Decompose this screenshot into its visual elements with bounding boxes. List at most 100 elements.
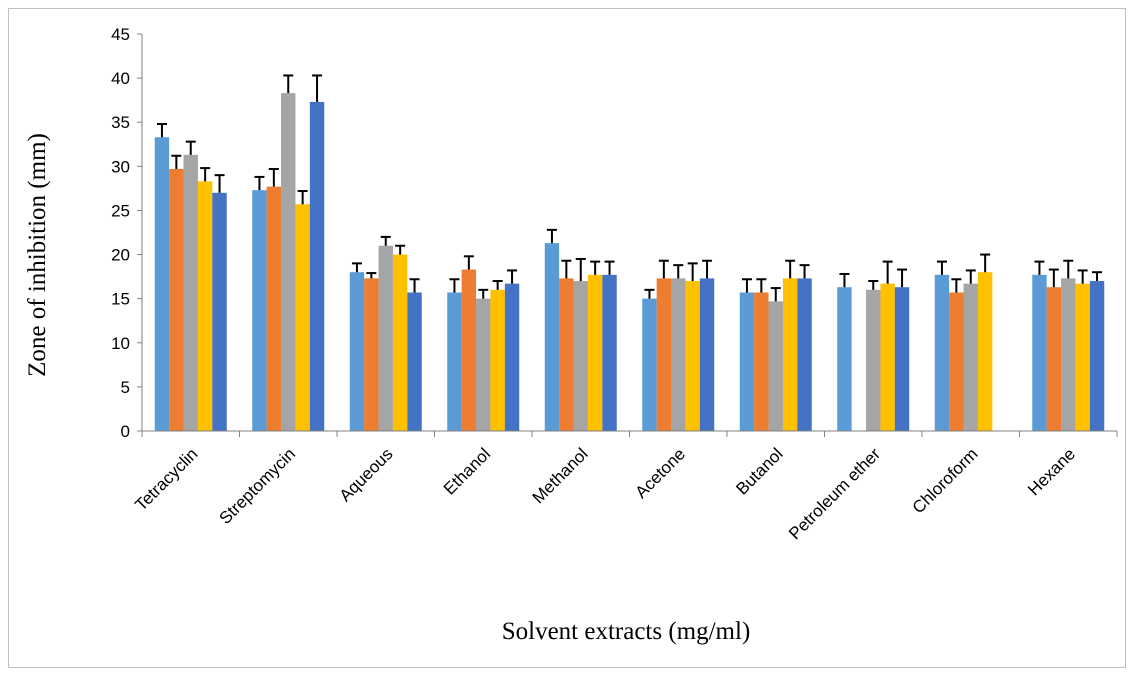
bar bbox=[476, 299, 490, 431]
bar bbox=[169, 169, 183, 431]
error-bar bbox=[186, 142, 196, 155]
bar bbox=[559, 278, 573, 431]
error-bar bbox=[937, 262, 947, 275]
x-category-label: Butanol bbox=[732, 444, 786, 498]
y-tick-label: 30 bbox=[111, 157, 130, 176]
bar bbox=[769, 301, 783, 431]
bar bbox=[783, 278, 797, 431]
error-bar bbox=[449, 279, 459, 292]
bar bbox=[754, 292, 768, 431]
y-tick-label: 0 bbox=[121, 422, 130, 441]
bar bbox=[1047, 287, 1061, 431]
bar bbox=[935, 275, 949, 431]
error-bar bbox=[966, 270, 976, 283]
bar bbox=[379, 246, 393, 431]
error-bar bbox=[1092, 272, 1102, 281]
x-category-label: Ethanol bbox=[440, 444, 494, 498]
error-bar bbox=[507, 270, 517, 283]
error-bar bbox=[883, 262, 893, 284]
error-bar bbox=[254, 177, 264, 190]
bar bbox=[574, 281, 588, 431]
bar bbox=[1032, 275, 1046, 431]
x-category-label: Streptomycin bbox=[215, 444, 299, 528]
error-bar bbox=[839, 274, 849, 287]
error-bar bbox=[1078, 270, 1088, 283]
y-tick-label: 5 bbox=[121, 378, 130, 397]
error-bar bbox=[312, 75, 322, 101]
x-category-label: Petroleum ether bbox=[785, 444, 884, 543]
error-bar bbox=[464, 256, 474, 269]
error-bar bbox=[951, 279, 961, 292]
bar bbox=[350, 272, 364, 431]
error-bar bbox=[688, 263, 698, 281]
y-tick-label: 25 bbox=[111, 201, 130, 220]
error-bar bbox=[576, 259, 586, 281]
error-bar bbox=[269, 169, 279, 187]
bar bbox=[505, 284, 519, 431]
bar bbox=[407, 292, 421, 431]
bar bbox=[490, 290, 504, 431]
y-tick-label: 20 bbox=[111, 246, 130, 265]
bar bbox=[949, 292, 963, 431]
x-category-label: Chloroform bbox=[909, 444, 982, 517]
error-bar bbox=[1063, 261, 1073, 279]
error-bar bbox=[1034, 262, 1044, 275]
bars-group bbox=[155, 93, 1105, 431]
error-bar bbox=[605, 262, 615, 275]
bar bbox=[393, 255, 407, 431]
y-tick-label: 45 bbox=[111, 25, 130, 44]
bar bbox=[281, 93, 295, 431]
bar bbox=[184, 155, 198, 431]
error-bar bbox=[800, 265, 810, 278]
y-tick-label: 10 bbox=[111, 334, 130, 353]
error-bar bbox=[352, 263, 362, 272]
category-labels: Tetracyclin Streptomycin Aqueous Ethanol Met… bbox=[131, 444, 1079, 543]
error-bar bbox=[771, 288, 781, 301]
error-bar bbox=[200, 168, 210, 181]
error-bar bbox=[785, 261, 795, 279]
y-tick-label: 35 bbox=[111, 113, 130, 132]
bar bbox=[685, 281, 699, 431]
bar bbox=[198, 181, 212, 431]
error-bar bbox=[283, 75, 293, 93]
error-bar bbox=[157, 124, 167, 137]
bar bbox=[671, 278, 685, 431]
error-bar bbox=[1049, 270, 1059, 288]
x-category-label: Tetracyclin bbox=[131, 444, 201, 514]
error-bar bbox=[493, 281, 503, 290]
error-bar bbox=[673, 265, 683, 278]
bar bbox=[462, 270, 476, 431]
y-axis-label: Zone of inhibition (mm) bbox=[24, 133, 51, 377]
error-bar bbox=[171, 156, 181, 169]
x-category-label: Acetone bbox=[632, 444, 690, 502]
error-bar bbox=[478, 290, 488, 299]
error-bar bbox=[547, 230, 557, 243]
y-tick-label: 15 bbox=[111, 290, 130, 309]
error-bar bbox=[561, 261, 571, 279]
bar bbox=[155, 137, 169, 431]
error-bar bbox=[756, 279, 766, 292]
bar bbox=[212, 193, 226, 431]
bar bbox=[964, 284, 978, 431]
bar bbox=[1090, 281, 1104, 431]
x-category-label: Hexane bbox=[1024, 444, 1079, 499]
error-bar bbox=[868, 281, 878, 290]
bar bbox=[1061, 278, 1075, 431]
bar bbox=[267, 187, 281, 431]
error-bar bbox=[410, 279, 420, 292]
error-bar bbox=[215, 175, 225, 193]
error-bar bbox=[298, 191, 308, 204]
error-bar bbox=[590, 262, 600, 275]
bar bbox=[364, 278, 378, 431]
bar bbox=[602, 275, 616, 431]
x-category-label: Aqueous bbox=[336, 444, 397, 505]
bar bbox=[252, 190, 266, 431]
error-bar bbox=[659, 261, 669, 279]
error-bar bbox=[366, 273, 376, 278]
bar bbox=[310, 102, 324, 431]
bar bbox=[642, 299, 656, 431]
bar bbox=[978, 272, 992, 431]
error-bar bbox=[381, 237, 391, 246]
error-bar bbox=[702, 261, 712, 279]
